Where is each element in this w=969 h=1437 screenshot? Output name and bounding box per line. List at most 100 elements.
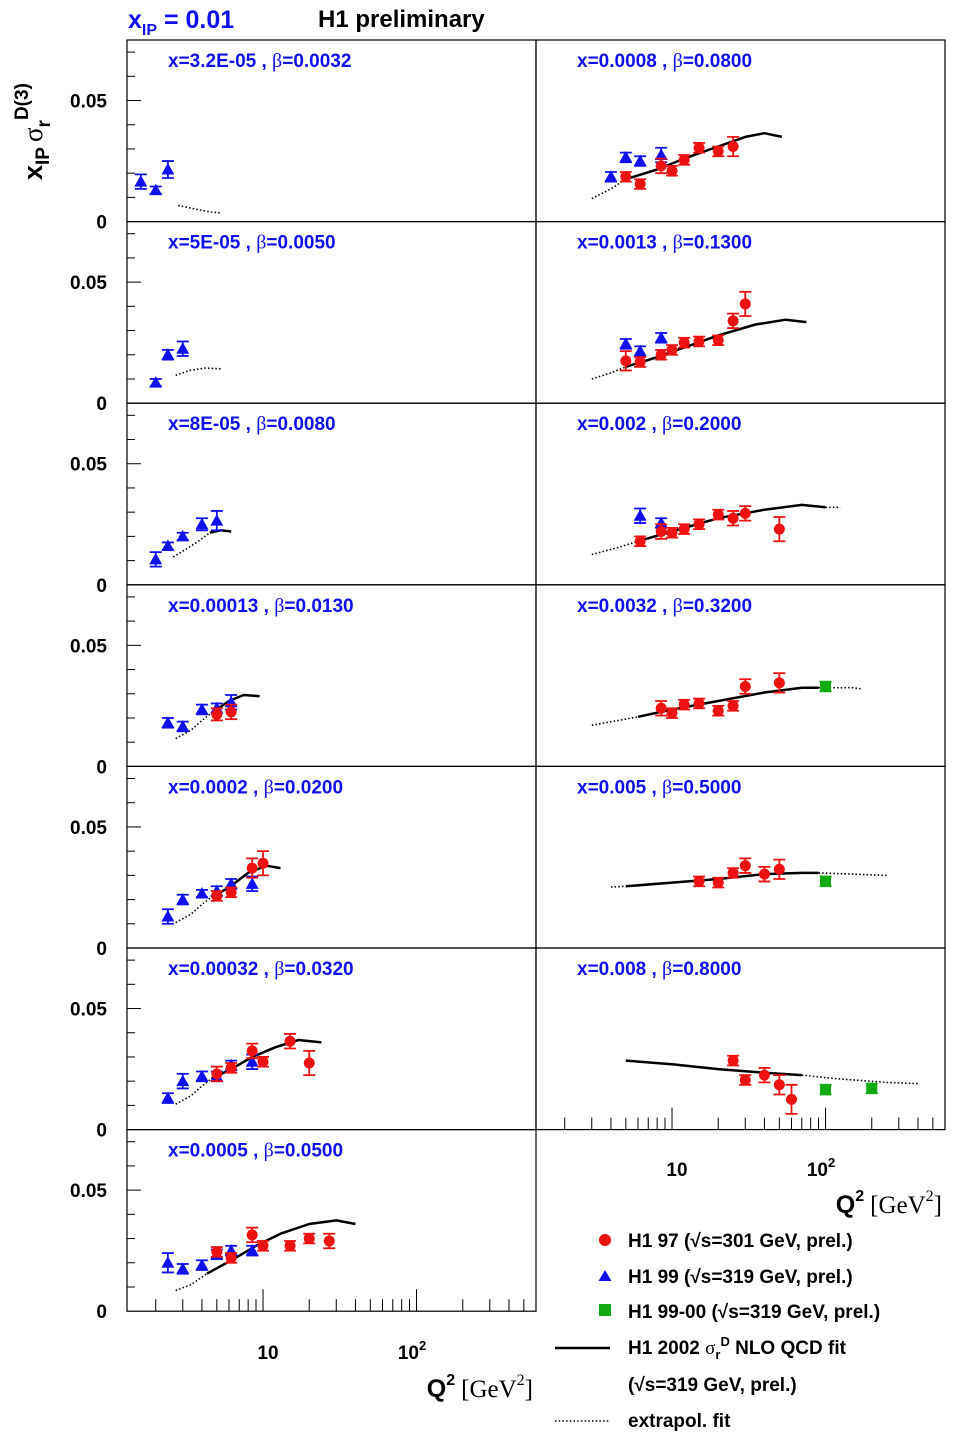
panel: x=0.0013 , β=0.1300 bbox=[535, 221, 946, 404]
data-point-h1-97 bbox=[225, 1062, 237, 1074]
legend: H1 97 (√s=301 GeV, prel.) H1 99 (√s=319 … bbox=[555, 1231, 880, 1432]
x-axis-title: Q2 [GeV2] bbox=[427, 1372, 533, 1403]
data-point-h1-97 bbox=[678, 699, 690, 711]
panel: x=0.008 , β=0.8000 bbox=[535, 947, 946, 1131]
panel-plot-area bbox=[161, 850, 281, 925]
panel-label: x=0.002 , β=0.2000 bbox=[577, 413, 741, 435]
data-point-h1-97 bbox=[257, 1240, 269, 1252]
y-tick-label: 0 bbox=[96, 757, 107, 778]
y-tick-label: 0 bbox=[96, 939, 107, 960]
panel-beta-label: β bbox=[673, 595, 683, 617]
legend-entry-h1-99: H1 99 (√s=319 GeV, prel.) bbox=[598, 1267, 853, 1288]
data-point-h1-99 bbox=[210, 514, 224, 526]
panel-label: x=0.0032 , β=0.3200 bbox=[577, 595, 752, 617]
data-point-h1-97 bbox=[712, 705, 724, 717]
data-point-h1-97 bbox=[678, 337, 690, 349]
legend-marker-triangle bbox=[598, 1270, 612, 1281]
panel-plot-area bbox=[591, 503, 841, 556]
data-point-h1-97 bbox=[246, 1229, 258, 1241]
y-tick-label: 0.05 bbox=[70, 818, 107, 839]
data-point-h1-99 bbox=[161, 348, 175, 360]
data-point-h1-97 bbox=[666, 165, 678, 177]
panel-plot-area bbox=[610, 857, 887, 889]
svg-text:H1 2002 σrD NLO QCD fit: H1 2002 σrD NLO QCD fit bbox=[628, 1334, 847, 1362]
panel-x-label: x=0.0013 , bbox=[577, 233, 673, 254]
data-point-h1-97 bbox=[739, 680, 751, 692]
panel-beta-value: =0.3200 bbox=[683, 596, 752, 617]
data-point-h1-97 bbox=[284, 1035, 296, 1047]
panel: 0 0.05 x=0.0005 , β=0.0500 bbox=[70, 1128, 537, 1323]
panel-plot-area bbox=[134, 160, 221, 214]
fit-extrapolated-line bbox=[591, 716, 639, 726]
data-point-h1-99 bbox=[149, 183, 163, 196]
panel-label: x=0.005 , β=0.5000 bbox=[577, 776, 741, 798]
panel-label: x=0.008 , β=0.8000 bbox=[577, 958, 741, 980]
data-point-h1-97 bbox=[225, 886, 237, 898]
legend-marker-square bbox=[599, 1304, 611, 1316]
data-point-h1-99 bbox=[195, 702, 209, 715]
data-point-h1-99 bbox=[195, 1258, 209, 1271]
y-tick-label: 0.05 bbox=[70, 92, 107, 113]
panel-beta-label: β bbox=[662, 958, 672, 980]
data-point-h1-97 bbox=[727, 141, 739, 153]
panel-x-label: x=8E-05 , bbox=[168, 414, 256, 435]
fit-line bbox=[625, 131, 783, 181]
data-point-h1-97 bbox=[773, 677, 785, 689]
data-point-h1-97 bbox=[712, 877, 724, 889]
data-point-h1-97 bbox=[666, 344, 678, 356]
panel-plot-area bbox=[591, 131, 783, 200]
data-point-h1-99-00 bbox=[820, 680, 832, 692]
data-point-h1-99 bbox=[195, 1069, 209, 1082]
panel: x=0.0008 , β=0.0800 bbox=[535, 39, 946, 223]
panel-label: x=0.00013 , β=0.0130 bbox=[168, 595, 354, 617]
x-axis-title: Q2 [GeV2] bbox=[836, 1188, 942, 1219]
chart-title: H1 preliminary bbox=[318, 6, 485, 33]
data-point-h1-99 bbox=[161, 539, 175, 552]
fit-extrapolated-line bbox=[591, 540, 639, 556]
x-axis-left: 10 102 Q2 [GeV2] bbox=[257, 1338, 533, 1403]
data-point-h1-99 bbox=[604, 170, 618, 182]
fit-line bbox=[625, 1059, 802, 1077]
data-point-h1-97 bbox=[655, 526, 667, 538]
legend-entry-extrapol: extrapol. fit bbox=[555, 1411, 731, 1432]
data-point-h1-99-00 bbox=[866, 1082, 878, 1094]
y-tick-label: 0.05 bbox=[70, 273, 107, 294]
panel-beta-label: β bbox=[264, 776, 274, 798]
data-point-h1-97 bbox=[693, 142, 705, 154]
y-label-r: r bbox=[34, 119, 55, 127]
data-point-h1-99 bbox=[224, 877, 238, 889]
fit-line bbox=[210, 693, 260, 715]
data-point-h1-97 bbox=[678, 154, 690, 166]
data-point-h1-97 bbox=[284, 1240, 296, 1252]
data-point-h1-97 bbox=[773, 863, 785, 875]
panel-label: x=8E-05 , β=0.0080 bbox=[168, 413, 336, 435]
y-tick-label: 0 bbox=[96, 576, 107, 597]
panel: x=0.0032 , β=0.3200 bbox=[535, 584, 946, 767]
y-tick-label: 0.05 bbox=[70, 636, 107, 657]
panel-beta-label: β bbox=[274, 958, 284, 980]
data-point-h1-97 bbox=[655, 702, 667, 714]
panel-label: x=3.2E-05 , β=0.0032 bbox=[168, 50, 351, 72]
fit-extrapolated-line bbox=[175, 1273, 208, 1292]
data-point-h1-97 bbox=[739, 507, 751, 519]
y-axis-title: xIP σrD(3) bbox=[12, 83, 55, 180]
panel-beta-label: β bbox=[256, 413, 266, 435]
data-point-h1-97 bbox=[323, 1235, 335, 1247]
data-point-h1-97 bbox=[712, 334, 724, 346]
x-tick-label-10: 10 bbox=[257, 1343, 278, 1364]
data-point-h1-99 bbox=[195, 887, 209, 899]
data-point-h1-97 bbox=[246, 1045, 258, 1057]
data-point-h1-97 bbox=[211, 1068, 223, 1080]
data-point-h1-97 bbox=[727, 512, 739, 524]
data-point-h1-99 bbox=[176, 1074, 190, 1087]
panel-beta-value: =0.2000 bbox=[672, 414, 741, 435]
data-point-h1-97 bbox=[666, 527, 678, 539]
panel-beta-label: β bbox=[274, 595, 284, 617]
panel-beta-label: β bbox=[272, 50, 282, 72]
panel-label: x=0.0005 , β=0.0500 bbox=[168, 1140, 343, 1162]
data-point-h1-99 bbox=[619, 337, 633, 349]
panel-label: x=0.00032 , β=0.0320 bbox=[168, 958, 354, 980]
data-point-h1-97 bbox=[758, 868, 770, 880]
data-point-h1-97 bbox=[634, 535, 646, 547]
